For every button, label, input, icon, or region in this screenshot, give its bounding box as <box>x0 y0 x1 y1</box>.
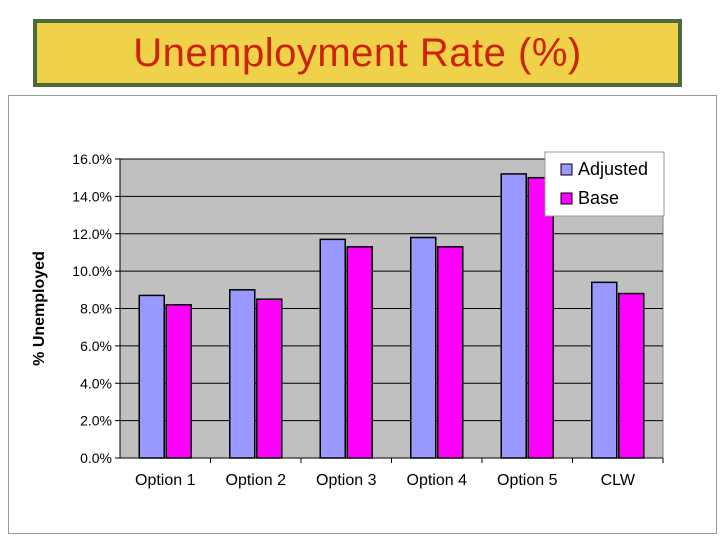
legend-swatch-base <box>560 192 573 205</box>
bar-adjusted-option-2 <box>229 289 256 459</box>
bar-adjusted-clw <box>591 281 618 459</box>
y-tick-label: 12.0% <box>72 226 112 242</box>
bar-adjusted-option-4 <box>410 236 437 459</box>
x-tick-label: Option 4 <box>407 472 468 489</box>
bar-base-clw <box>618 292 645 459</box>
x-tick-label: Option 2 <box>226 472 287 489</box>
y-tick-label: 16.0% <box>72 151 112 167</box>
bar-base-option-2 <box>256 298 283 459</box>
bar-base-option-4 <box>437 246 464 459</box>
title-banner: Unemployment Rate (%) <box>33 19 682 87</box>
y-tick-label: 14.0% <box>72 188 112 204</box>
y-tick-label: 4.0% <box>80 375 112 391</box>
legend-swatch-adjusted <box>560 163 573 176</box>
bar-chart: 0.0% 2.0% 4.0% 6.0% 8.0% 10.0% 12.0% 14.0% 16.0%… <box>31 151 665 489</box>
legend-label-adjusted: Adjusted <box>578 159 648 179</box>
bar-adjusted-option-5 <box>500 173 527 459</box>
y-tick-label: 6.0% <box>80 338 112 354</box>
y-tick-label: 8.0% <box>80 301 112 317</box>
x-tick-label: Option 5 <box>497 472 558 489</box>
x-tick-label: Option 1 <box>135 472 196 489</box>
y-tick-label: 2.0% <box>80 413 112 429</box>
bar-base-option-3 <box>346 246 373 459</box>
bar-adjusted-option-1 <box>138 294 165 459</box>
y-tick-label: 10.0% <box>72 263 112 279</box>
bar-base-option-1 <box>165 304 192 459</box>
page-title: Unemployment Rate (%) <box>133 30 582 75</box>
legend-box <box>544 151 665 217</box>
bar-base-option-5 <box>527 176 554 459</box>
y-axis-title: % Unemployed <box>31 251 48 366</box>
x-tick-label: CLW <box>601 472 636 489</box>
legend-label-base: Base <box>578 188 619 208</box>
bar-adjusted-option-3 <box>319 238 346 459</box>
x-tick-label: Option 3 <box>316 472 377 489</box>
chart-frame: 0.0% 2.0% 4.0% 6.0% 8.0% 10.0% 12.0% 14.0% 16.0%… <box>8 95 717 534</box>
y-tick-label: 0.0% <box>80 450 112 466</box>
